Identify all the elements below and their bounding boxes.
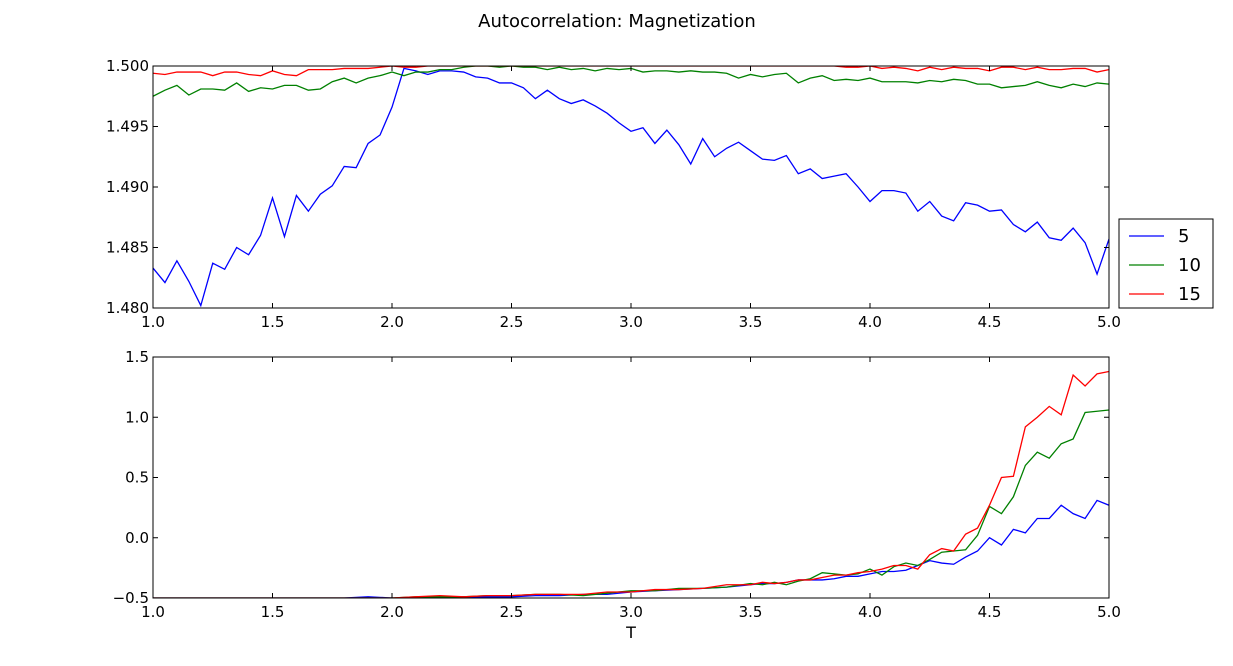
y-tick-label: 1.495 <box>106 118 149 136</box>
x-tick-label: 2.0 <box>380 313 404 331</box>
x-tick-label: 4.5 <box>978 603 1002 621</box>
y-tick-label: 1.485 <box>106 239 149 257</box>
series-line-15 <box>153 370 1109 598</box>
y-tick-label: 1.490 <box>106 178 149 196</box>
x-tick-label: 1.5 <box>261 313 285 331</box>
y-tick-label: 1.0 <box>125 408 149 426</box>
x-tick-label: 5.0 <box>1097 603 1121 621</box>
x-tick-label: 2.0 <box>380 603 404 621</box>
x-tick-label: 4.0 <box>858 313 882 331</box>
y-tick-label: −0.5 <box>113 589 149 607</box>
y-tick-label: 1.500 <box>106 57 149 75</box>
x-tick-label: 5.0 <box>1097 313 1121 331</box>
x-tick-label: 1.5 <box>261 603 285 621</box>
y-tick-label: 1.480 <box>106 299 149 317</box>
top-chart: 1.0 1.5 2.0 2.5 3.0 3.5 4.0 4.5 5.0 1.480 1.485 1.4… <box>106 57 1214 331</box>
legend-label-5: 5 <box>1178 226 1189 247</box>
x-axis-label: T <box>625 623 636 642</box>
x-tick-label: 1.0 <box>141 313 165 331</box>
x-tick-label: 3.0 <box>619 603 643 621</box>
legend: 5 10 15 <box>1118 218 1214 309</box>
x-tick-label: 3.5 <box>739 313 763 331</box>
y-tick-label: 1.5 <box>125 348 149 366</box>
legend-label-15: 15 <box>1178 284 1201 305</box>
y-tick-label: 0.5 <box>125 469 149 487</box>
x-tick-label: 3.0 <box>619 313 643 331</box>
series-line-5 <box>153 67 1109 308</box>
x-tick-label: 4.5 <box>978 313 1002 331</box>
x-tick-label: 2.5 <box>500 313 524 331</box>
x-tick-label: 1.0 <box>141 603 165 621</box>
bottom-chart: 1.0 1.5 2.0 2.5 3.0 3.5 4.0 4.5 5.0 −0.5 0.0 0.5 1.0… <box>113 348 1121 642</box>
x-tick-label: 3.5 <box>739 603 763 621</box>
legend-label-10: 10 <box>1178 255 1201 276</box>
figure-title: Autocorrelation: Magnetization <box>478 11 756 32</box>
x-tick-label: 2.5 <box>500 603 524 621</box>
x-tick-label: 4.0 <box>858 603 882 621</box>
series-line-15 <box>153 66 1109 77</box>
y-tick-label: 0.0 <box>125 529 149 547</box>
